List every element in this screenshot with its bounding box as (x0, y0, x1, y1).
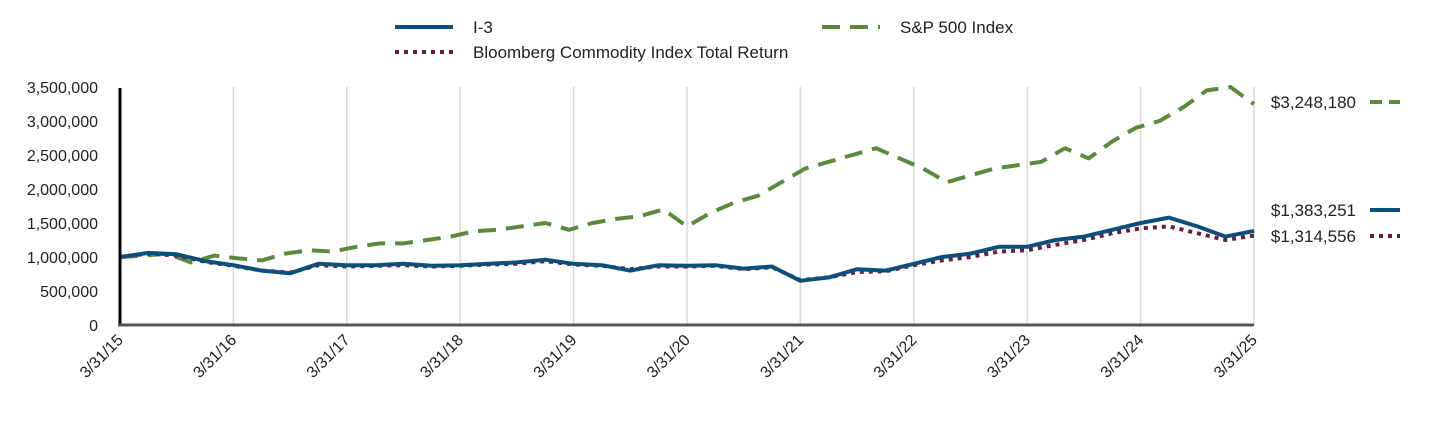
x-tick-label: 3/31/18 (417, 332, 467, 382)
y-tick-label: 3,500,000 (27, 80, 98, 97)
y-tick-label: 1,500,000 (27, 216, 98, 233)
x-tick-label: 3/31/15 (77, 332, 127, 382)
x-tick-label: 3/31/20 (644, 332, 694, 382)
x-tick-label: 3/31/19 (531, 332, 581, 382)
y-tick-label: 500,000 (40, 284, 98, 301)
legend-label-1: S&P 500 Index (900, 18, 1014, 37)
legend: I-3 S&P 500 Index Bloomberg Commodity Inde… (395, 18, 1014, 62)
end-labels: $1,383,251 $3,248,180 $1,314,556 (1271, 93, 1400, 246)
x-tick-label: 3/31/23 (984, 332, 1034, 382)
series-lines (119, 85, 1256, 283)
legend-label-2: Bloomberg Commodity Index Total Return (473, 43, 788, 62)
series-line-1 (119, 85, 1256, 265)
x-tick-label: 3/31/25 (1211, 332, 1261, 382)
y-tick-label: 2,000,000 (27, 182, 98, 199)
x-tick-label: 3/31/24 (1098, 332, 1148, 382)
end-label-0: $1,383,251 (1271, 201, 1356, 220)
x-tick-label: 3/31/22 (871, 332, 921, 382)
y-tick-label: 3,000,000 (27, 114, 98, 131)
y-tick-labels: 0 500,000 1,000,000 1,500,000 2,000,000 2,500… (27, 80, 98, 335)
legend-label-0: I-3 (473, 18, 493, 37)
y-tick-label: 0 (89, 318, 98, 335)
x-tick-label: 3/31/16 (190, 332, 240, 382)
x-tick-label: 3/31/17 (304, 332, 354, 382)
x-tick-label: 3/31/21 (757, 332, 807, 382)
end-label-2: $1,314,556 (1271, 227, 1356, 246)
y-tick-label: 2,500,000 (27, 148, 98, 165)
series-line-0 (119, 215, 1255, 283)
grid-lines (232, 87, 1255, 325)
y-tick-label: 1,000,000 (27, 250, 98, 267)
x-tick-labels: 3/31/15 3/31/16 3/31/17 3/31/18 3/31/19 3/31/… (77, 332, 1261, 382)
end-label-1: $3,248,180 (1271, 93, 1356, 112)
axes (118, 88, 1254, 327)
